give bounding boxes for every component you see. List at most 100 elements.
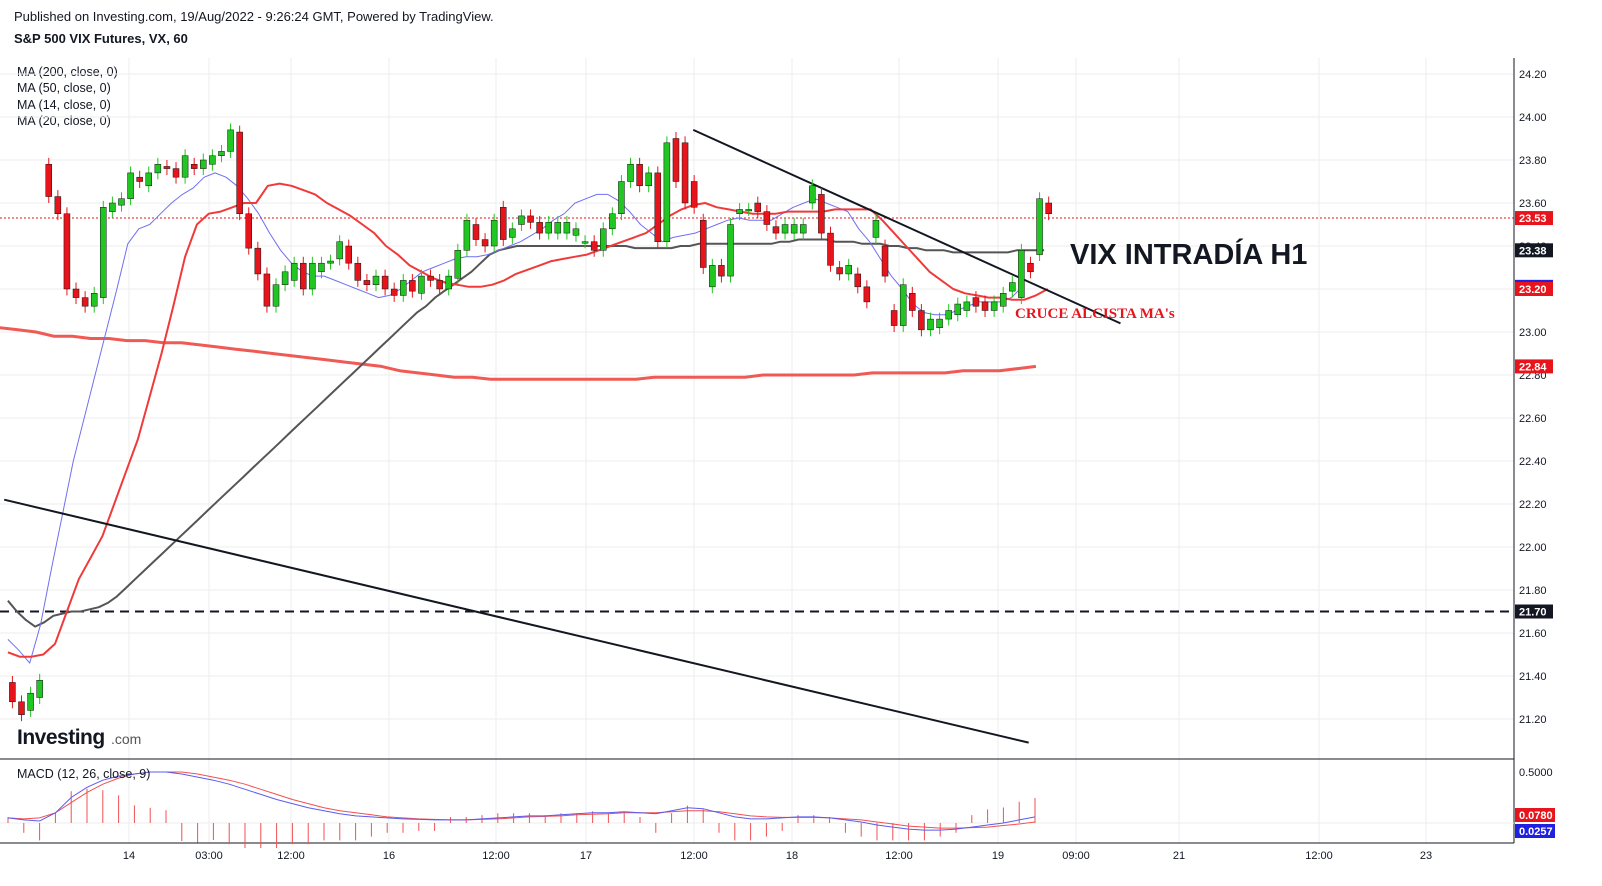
candle-body xyxy=(736,209,743,214)
x-tick-label: 03:00 xyxy=(195,850,223,862)
macd-y-label: 0.5000 xyxy=(1519,767,1553,779)
price-label: 23.53 xyxy=(1519,213,1547,225)
published-caption: Published on Investing.com, 19/Aug/2022 … xyxy=(14,9,494,24)
candle-body xyxy=(27,692,34,711)
candle-body xyxy=(618,181,625,214)
candle-body xyxy=(890,310,898,326)
candle-body xyxy=(999,293,1007,307)
candle-body xyxy=(163,166,171,169)
candle-body xyxy=(572,228,580,236)
candle-body xyxy=(318,262,325,273)
candle-body xyxy=(681,142,689,204)
x-tick-label: 19 xyxy=(992,850,1004,862)
investing-logo: Investing xyxy=(17,726,105,749)
x-tick-label: 23 xyxy=(1420,850,1432,862)
candle-body xyxy=(418,275,425,294)
y-tick-label: 22.00 xyxy=(1519,542,1547,554)
candle-body xyxy=(454,250,462,279)
y-tick-label: 21.80 xyxy=(1519,585,1547,597)
candle-body xyxy=(54,196,62,215)
candle-body xyxy=(809,185,816,204)
candle-body xyxy=(981,301,989,311)
candle-body xyxy=(554,222,562,234)
candle-body xyxy=(227,129,234,152)
candle-body xyxy=(445,275,452,290)
candle-body xyxy=(63,213,71,290)
candle-body xyxy=(400,280,407,296)
candle-body xyxy=(727,224,734,277)
annotation-title: VIX INTRADÍA H1 xyxy=(1070,237,1307,271)
candle-body xyxy=(781,224,789,234)
candle-body xyxy=(918,310,925,331)
macd-line xyxy=(7,771,1036,831)
candle-body xyxy=(381,275,389,290)
candle-body xyxy=(481,239,489,247)
candle-body xyxy=(636,164,643,187)
ma200-line xyxy=(0,326,1037,381)
candle-body xyxy=(836,267,843,275)
candle-body xyxy=(390,288,398,296)
candle-body xyxy=(627,164,634,182)
candle-body xyxy=(1018,250,1025,298)
candle-body xyxy=(790,224,798,234)
candle-body xyxy=(118,198,125,206)
candle-body xyxy=(472,224,480,240)
y-tick-label: 21.20 xyxy=(1519,714,1547,726)
candle-body xyxy=(972,297,980,307)
candle-body xyxy=(709,265,716,288)
candle-body xyxy=(772,226,780,234)
x-tick-label: 18 xyxy=(786,850,798,862)
candlesticks xyxy=(9,123,1052,722)
candle-body xyxy=(754,202,762,212)
candle-body xyxy=(500,207,507,240)
candle-body xyxy=(745,209,752,212)
candle-body xyxy=(590,241,598,251)
candle-body xyxy=(663,142,671,242)
x-tick-label: 14 xyxy=(123,850,135,862)
price-label-box xyxy=(1515,243,1553,258)
candle-body xyxy=(600,228,607,251)
candle-body xyxy=(145,172,152,187)
candle-body xyxy=(845,265,852,275)
candle-body xyxy=(272,284,280,307)
candle-body xyxy=(563,222,571,234)
legend-ma200: MA (200, close, 0) xyxy=(17,65,118,79)
candle-body xyxy=(699,219,707,268)
y-tick-label: 22.20 xyxy=(1519,499,1547,511)
y-tick-label: 22.40 xyxy=(1519,456,1547,468)
candle-body xyxy=(936,318,943,328)
x-tick-label: 17 xyxy=(580,850,592,862)
y-tick-label: 21.60 xyxy=(1519,628,1547,640)
candle-body xyxy=(300,262,307,290)
macd-value-box xyxy=(1515,824,1555,838)
candle-body xyxy=(363,280,371,285)
candle-body xyxy=(990,301,998,311)
candle-body xyxy=(863,286,871,303)
price-label-box xyxy=(1515,359,1553,374)
candle-body xyxy=(263,273,271,307)
candle-body xyxy=(1036,198,1043,255)
y-tick-label: 22.60 xyxy=(1519,413,1547,425)
candle-body xyxy=(672,138,680,182)
candle-body xyxy=(290,262,298,281)
candle-body xyxy=(45,164,53,197)
x-tick-label: 12:00 xyxy=(1305,850,1333,862)
y-tick-label: 24.00 xyxy=(1519,112,1547,124)
candle-body xyxy=(872,219,880,238)
candle-body xyxy=(100,207,107,298)
candle-body xyxy=(309,262,316,290)
price-label: 22.84 xyxy=(1519,361,1547,373)
candle-body xyxy=(90,293,98,307)
candle-body xyxy=(427,275,434,281)
x-tick-label: 16 xyxy=(383,850,395,862)
price-label: 23.20 xyxy=(1519,284,1547,296)
candle-body xyxy=(718,265,725,277)
trendline-long-descending-support xyxy=(3,498,1029,744)
candle-body xyxy=(190,164,198,169)
candle-body xyxy=(336,241,343,260)
candle-body xyxy=(1027,262,1034,273)
annotation-bullish-cross: CRUCE ALCISTA MA's xyxy=(1015,306,1175,322)
legend-macd: MACD (12, 26, close, 9) xyxy=(17,767,150,781)
trendline-descending-resistance xyxy=(692,128,1121,325)
